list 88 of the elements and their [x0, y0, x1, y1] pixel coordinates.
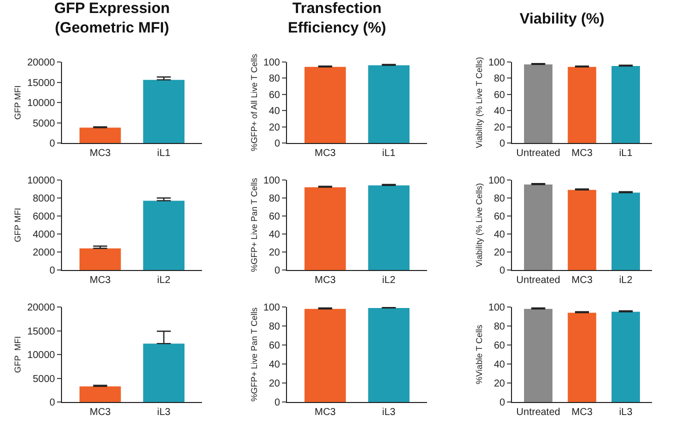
x-tick-label: MC3 — [90, 148, 112, 159]
x-tick-label: iL2 — [382, 275, 396, 286]
y-tick-label: 0 — [274, 266, 280, 276]
x-tick-label: Untreated — [516, 275, 560, 286]
bar — [568, 190, 596, 270]
y-tick-label: 100 — [263, 176, 280, 186]
y-tick-label: 20 — [494, 248, 506, 258]
y-axis-title: Viability (% Live Cells) — [474, 182, 484, 267]
y-axis-title: Viability (% Live T Cells) — [474, 56, 484, 148]
y-tick-label: 10000 — [27, 350, 56, 361]
y-axis-title: GFP MFI — [12, 208, 23, 242]
y-tick-label: 60 — [268, 90, 280, 101]
y-tick-label: 80 — [268, 322, 280, 332]
y-tick-label: 80 — [268, 194, 280, 204]
y-tick-label: 80 — [268, 74, 280, 85]
y-axis-title: GFP MFI — [12, 85, 23, 120]
y-tick-label: 8000 — [32, 194, 56, 204]
x-tick-label: iL2 — [619, 275, 633, 286]
y-tick-label: 40 — [494, 230, 506, 240]
y-tick-label: 0 — [49, 266, 56, 276]
y-tick-label: 60 — [494, 212, 506, 222]
y-tick-label: 40 — [268, 230, 280, 240]
x-tick-label: MC3 — [571, 275, 593, 286]
y-tick-label: 80 — [494, 194, 506, 204]
y-tick-label: 80 — [494, 322, 506, 332]
y-tick-label: 20000 — [27, 302, 56, 314]
y-tick-label: 0 — [499, 398, 506, 408]
y-tick-label: 0 — [49, 398, 56, 408]
y-tick-label: 0 — [274, 138, 280, 150]
x-tick-label: iL1 — [157, 148, 171, 159]
y-tick-label: 100 — [488, 176, 506, 186]
y-tick-label: 10000 — [27, 98, 56, 109]
y-axis-title: %Viable T Cells — [474, 324, 484, 384]
y-tick-label: 20 — [494, 122, 506, 134]
y-axis-title: %GFP+ Live Pan T Cells — [248, 308, 259, 402]
x-tick-label: MC3 — [571, 407, 593, 418]
x-tick-label: MC3 — [571, 148, 593, 159]
y-tick-label: 20 — [494, 378, 506, 390]
y-tick-label: 100 — [263, 58, 280, 68]
y-axis-title: %GFP+ of All Live T Cells — [248, 54, 259, 152]
y-tick-label: 5000 — [32, 118, 56, 130]
y-axis-title: GFP MFI — [12, 336, 23, 373]
x-tick-label: iL3 — [157, 407, 171, 418]
y-tick-label: 5000 — [32, 374, 56, 385]
y-tick-label: 60 — [494, 340, 506, 352]
y-tick-label: 40 — [494, 106, 506, 118]
x-tick-label: MC3 — [90, 407, 112, 418]
bar — [524, 184, 552, 270]
y-tick-label: 0 — [49, 138, 56, 150]
chart-title: Transfection Efficiency (%) — [288, 0, 386, 37]
x-tick-label: MC3 — [90, 275, 112, 286]
y-tick-label: 100 — [263, 302, 280, 314]
y-tick-label: 2000 — [32, 248, 56, 258]
y-tick-label: 0 — [274, 398, 280, 408]
y-tick-label: 4000 — [32, 230, 56, 240]
x-tick-label: Untreated — [516, 407, 560, 418]
x-tick-label: iL3 — [382, 407, 396, 418]
y-tick-label: 80 — [494, 74, 506, 85]
y-tick-label: 20 — [268, 248, 280, 258]
x-tick-label: iL1 — [382, 148, 396, 159]
y-tick-label: 0 — [499, 138, 506, 150]
y-tick-label: 0 — [499, 266, 506, 276]
chart-title: GFP Expression (Geometric MFI) — [54, 0, 170, 37]
x-tick-label: MC3 — [314, 148, 336, 159]
y-tick-label: 6000 — [32, 212, 56, 222]
x-tick-label: MC3 — [314, 407, 336, 418]
y-tick-label: 10000 — [27, 176, 56, 186]
chart-title: Viability (%) — [520, 10, 604, 28]
y-tick-label: 60 — [494, 90, 506, 101]
y-tick-label: 20 — [268, 378, 280, 390]
x-tick-label: MC3 — [314, 275, 336, 286]
y-tick-label: 100 — [488, 302, 506, 314]
y-tick-label: 60 — [268, 212, 280, 222]
bar — [612, 192, 640, 270]
y-tick-label: 15000 — [27, 326, 56, 338]
x-tick-label: iL3 — [619, 407, 633, 418]
y-tick-label: 40 — [494, 360, 506, 370]
y-tick-label: 20 — [268, 122, 280, 134]
y-tick-label: 100 — [488, 58, 506, 68]
y-tick-label: 40 — [268, 106, 280, 118]
x-tick-label: iL1 — [619, 148, 633, 159]
y-axis-title: %GFP+ Live Pan T Cells — [248, 178, 259, 272]
y-tick-label: 15000 — [27, 78, 56, 89]
y-tick-label: 60 — [268, 340, 280, 352]
x-tick-label: Untreated — [516, 148, 560, 159]
y-tick-label: 40 — [268, 360, 280, 370]
x-tick-label: iL2 — [157, 275, 171, 286]
y-tick-label: 20000 — [27, 58, 56, 68]
